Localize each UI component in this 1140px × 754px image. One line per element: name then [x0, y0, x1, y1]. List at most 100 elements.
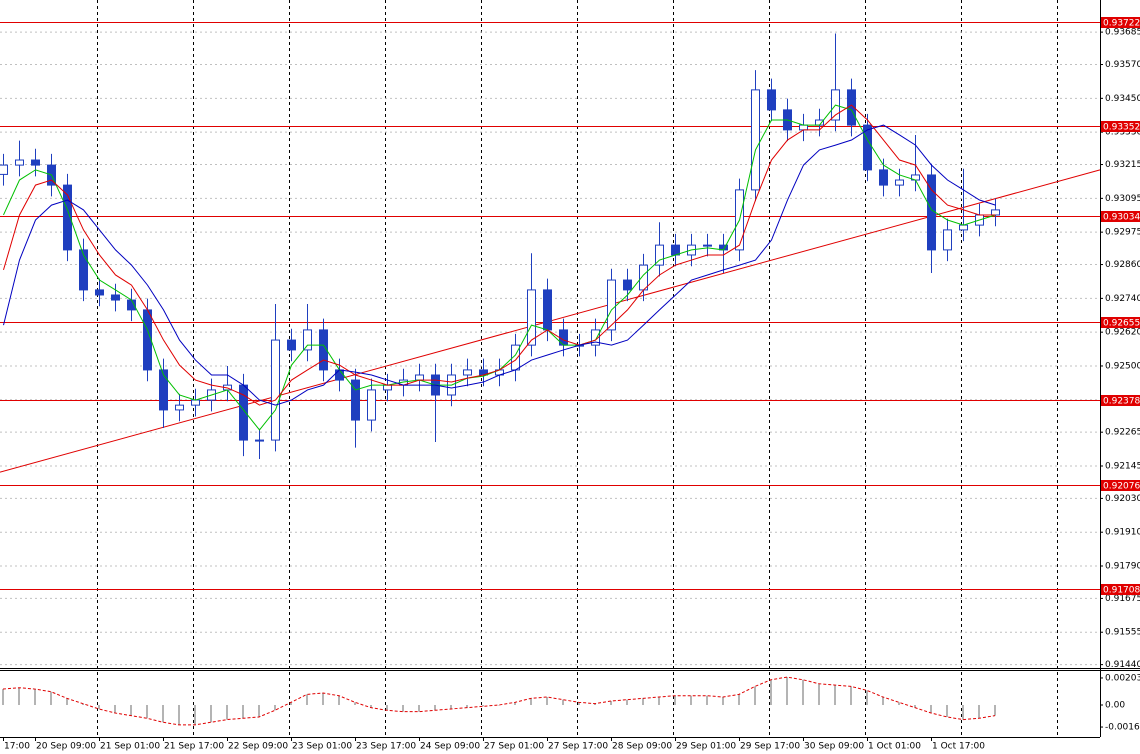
y-tick-label: 0.93685	[1105, 28, 1140, 38]
y-tick-label: 0.00	[1105, 700, 1125, 710]
histogram-bar	[754, 686, 756, 705]
histogram-bar	[2, 689, 4, 705]
x-tick-label: 22 Sep 09:00	[228, 742, 288, 752]
histogram-bar	[498, 704, 500, 706]
price-level-label: 0.92655	[1103, 319, 1140, 329]
x-tick-label: 30 Sep 09:00	[804, 742, 864, 752]
candle-body	[367, 389, 376, 421]
y-tick-label: 0.92860	[1105, 260, 1140, 270]
candle-body	[0, 164, 8, 175]
candle-body	[623, 279, 632, 291]
x-tick-label: 27 Sep 01:00	[484, 742, 544, 752]
histogram-bar	[66, 698, 68, 705]
histogram-bar	[642, 698, 644, 705]
histogram-bar	[210, 704, 212, 723]
y-tick-label: 0.91555	[1105, 628, 1140, 638]
y-tick-label: 0.92265	[1105, 428, 1140, 438]
histogram-bar	[994, 704, 996, 716]
histogram-bar	[402, 704, 404, 712]
y-tick-label: 0.91440	[1105, 660, 1140, 670]
histogram-bar	[370, 704, 372, 708]
candle-body	[543, 289, 552, 331]
histogram-bar	[130, 704, 132, 716]
histogram-bar	[418, 704, 420, 712]
x-tick-label: 1 Oct 17:00	[932, 742, 985, 752]
histogram-bar	[34, 689, 36, 705]
signal-line	[2, 676, 996, 726]
candle-body	[191, 399, 200, 406]
y-tick-label: 0.93095	[1105, 194, 1140, 204]
x-tick-label: 17:00	[4, 742, 30, 752]
candle-body	[159, 369, 168, 411]
candle-body	[527, 289, 536, 346]
histogram-bar	[658, 697, 660, 705]
candle-body	[879, 169, 888, 186]
x-tick-label: 27 Sep 17:00	[548, 742, 608, 752]
candle-body	[111, 294, 120, 301]
histogram-bar	[338, 695, 340, 705]
histogram-bar	[594, 703, 596, 705]
price-level-label: 0.92378	[1103, 397, 1140, 407]
x-tick-label: 28 Sep 09:00	[612, 742, 672, 752]
candle-body	[383, 384, 392, 391]
candle-body	[15, 159, 24, 166]
candle-body	[943, 229, 952, 251]
histogram-bar	[482, 704, 484, 707]
x-tick-label: 21 Sep 01:00	[100, 742, 160, 752]
price-level-label: 0.92076	[1103, 482, 1140, 492]
histogram-bar	[386, 704, 388, 711]
histogram-bar	[434, 704, 436, 711]
price-level-label: 0.93722	[1103, 19, 1140, 29]
y-tick-label: -0.00166	[1105, 723, 1140, 733]
histogram-bar	[194, 704, 196, 725]
candle-body	[591, 329, 600, 346]
histogram-bar	[530, 698, 532, 705]
histogram-bar	[162, 704, 164, 723]
price-level-tag	[1101, 395, 1140, 406]
histogram-bar	[882, 697, 884, 705]
histogram-bar	[306, 694, 308, 705]
histogram-bar	[18, 687, 20, 705]
histogram-bar	[322, 693, 324, 705]
histogram-bar	[802, 679, 804, 705]
moving-average	[3, 124, 996, 406]
histogram-bar	[674, 695, 676, 705]
plot-layer: 0.93685 0.93570 0.93450 0.93330 0.93215 0.930…	[0, 17, 1140, 752]
histogram-bar	[354, 702, 356, 705]
histogram-bar	[818, 683, 820, 705]
histogram-bar	[930, 704, 932, 713]
histogram-bar	[82, 703, 84, 705]
candle-body	[959, 224, 968, 231]
x-tick-label: 23 Sep 17:00	[356, 742, 416, 752]
histogram-bar	[562, 699, 564, 705]
histogram-bar	[946, 704, 948, 717]
price-level-label: 0.91708	[1103, 586, 1140, 596]
y-tick-label: 0.91790	[1105, 562, 1140, 572]
candle-body	[895, 179, 904, 186]
x-tick-label: 23 Sep 01:00	[292, 742, 352, 752]
histogram-bar	[962, 704, 964, 720]
histogram-bar	[290, 702, 292, 705]
price-level-tag	[1101, 121, 1140, 132]
candle-body	[143, 309, 152, 371]
candle-body	[95, 289, 104, 296]
candle-body	[319, 329, 328, 371]
histogram-bar	[722, 697, 724, 705]
histogram-bar	[450, 704, 452, 709]
moving-average	[3, 104, 996, 406]
candle-body	[351, 379, 360, 421]
y-tick-label: 0.91910	[1105, 528, 1140, 538]
candle-body	[639, 264, 648, 291]
histogram-bar	[866, 690, 868, 705]
histogram-bar	[786, 677, 788, 705]
histogram-bar	[770, 679, 772, 705]
histogram-bar	[834, 685, 836, 705]
candle-body	[79, 249, 88, 291]
histogram-bar	[898, 702, 900, 705]
x-tick-label: 20 Sep 09:00	[36, 742, 96, 752]
histogram-bar	[706, 695, 708, 705]
histogram-bar	[578, 702, 580, 705]
